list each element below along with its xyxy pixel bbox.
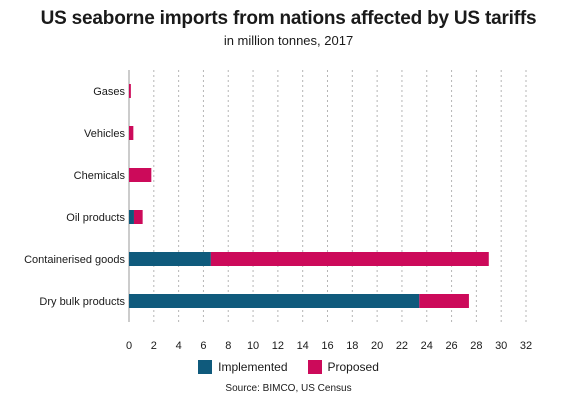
legend-swatch-implemented: [198, 360, 213, 374]
x-tick-label: 0: [126, 340, 132, 352]
bar-implemented: [129, 210, 134, 224]
chart-subtitle: in million tonnes, 2017: [223, 33, 354, 48]
x-tick-label: 32: [520, 340, 532, 352]
bar-proposed: [129, 168, 152, 182]
legend-label-implemented: Implemented: [218, 360, 288, 374]
x-tick-label: 24: [421, 340, 433, 352]
bar-proposed: [419, 294, 469, 308]
category-label: Oil products: [66, 212, 125, 224]
x-tick-label: 10: [247, 340, 259, 352]
category-label: Containerised goods: [24, 254, 125, 266]
legend-swatch-proposed: [307, 360, 322, 374]
bar-implemented: [129, 294, 420, 308]
legend-label-proposed: Proposed: [327, 360, 379, 374]
x-tick-label: 16: [321, 340, 333, 352]
chart-legend: Implemented Proposed: [0, 360, 577, 374]
category-label: Vehicles: [84, 128, 125, 140]
x-tick-label: 20: [371, 340, 383, 352]
category-label: Dry bulk products: [39, 296, 125, 308]
bar-proposed: [210, 252, 489, 266]
x-tick-label: 4: [176, 340, 182, 352]
chart-title: US seaborne imports from nations affecte…: [40, 8, 537, 29]
bar-proposed: [133, 210, 143, 224]
bar-implemented: [129, 252, 211, 266]
chart-source: Source: BIMCO, US Census: [225, 383, 352, 394]
x-tick-label: 8: [225, 340, 231, 352]
x-tick-label: 12: [272, 340, 284, 352]
x-tick-label: 22: [396, 340, 408, 352]
x-tick-label: 26: [445, 340, 457, 352]
x-tick-label: 18: [346, 340, 358, 352]
bar-proposed: [129, 84, 131, 98]
legend-item-implemented: Implemented: [198, 360, 288, 374]
bar-proposed: [129, 126, 134, 140]
x-tick-label: 2: [151, 340, 157, 352]
category-label: Gases: [93, 86, 125, 98]
x-tick-label: 6: [200, 340, 206, 352]
x-tick-label: 28: [470, 340, 482, 352]
x-tick-label: 14: [297, 340, 309, 352]
legend-item-proposed: Proposed: [307, 360, 379, 374]
x-tick-label: 30: [495, 340, 507, 352]
bar-chart: 0 2 4 6 8 10 12 14 16 18 20 22 24 26 28 30 32GasesVehicl…: [24, 70, 532, 352]
category-label: Chemicals: [74, 170, 126, 182]
